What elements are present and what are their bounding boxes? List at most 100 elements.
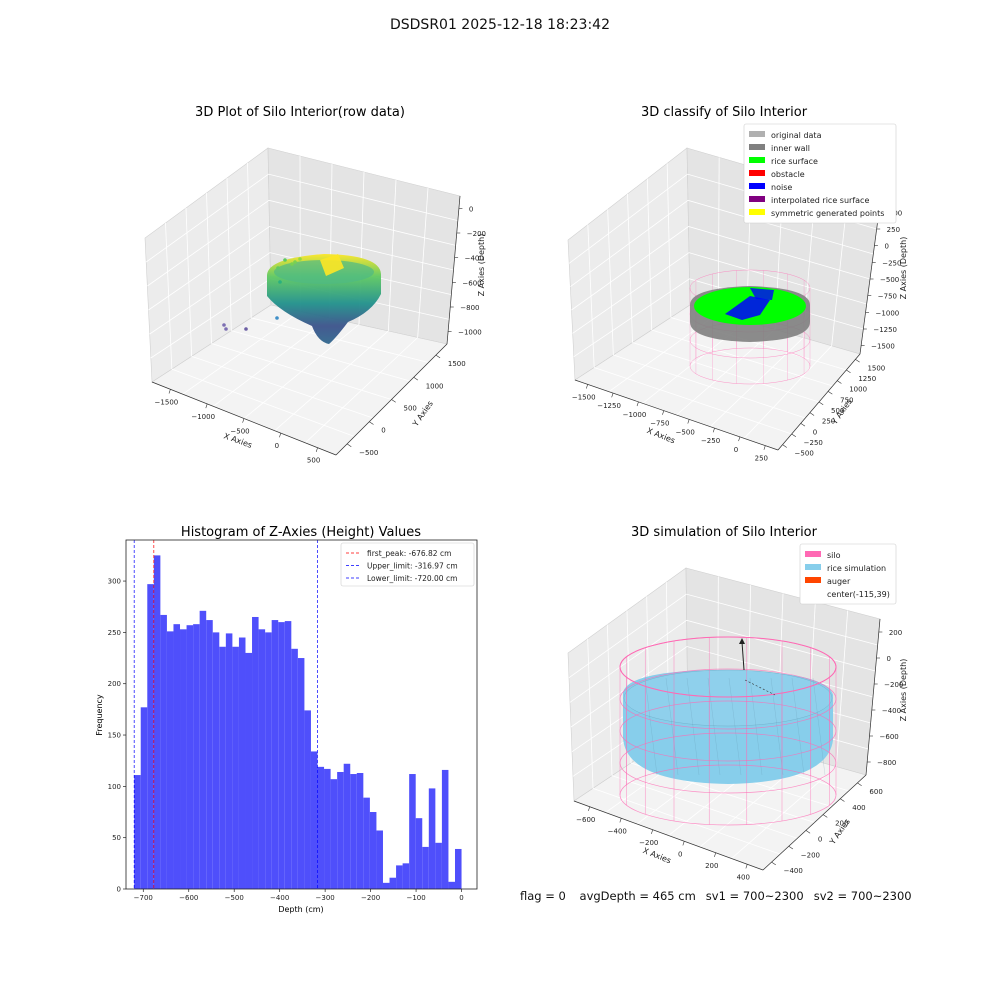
raw-point — [290, 262, 294, 266]
grid-line — [568, 593, 878, 678]
histogram-bar — [212, 632, 220, 889]
raw-3d-plot: 3D Plot of Silo Interior(row data) −1500… — [144, 105, 486, 465]
tick-label: 0 — [813, 428, 817, 436]
histogram-ylabel: Frequency — [95, 694, 104, 736]
classify-legend: original data inner wall rice surface obsta… — [743, 123, 897, 224]
y-tick-label: 250 — [108, 629, 121, 637]
tick-mark — [738, 436, 741, 442]
legend-swatch — [749, 183, 765, 189]
auger-marker — [741, 641, 745, 671]
histogram-bar — [324, 768, 331, 889]
tick-mark — [837, 380, 842, 384]
tick-label: −200 — [884, 681, 903, 689]
histogram-bar — [376, 830, 383, 889]
tick-label: −750 — [650, 420, 669, 428]
legend-label: Upper_limit: -316.97 cm — [367, 562, 458, 571]
tick-mark — [369, 421, 374, 425]
tick-mark — [242, 418, 245, 423]
histogram-bar — [343, 763, 351, 889]
legend-swatch — [749, 144, 765, 150]
histogram-bar — [356, 773, 364, 889]
mesh-line — [707, 677, 721, 776]
tick-label: −600 — [880, 733, 899, 741]
raw-point — [278, 280, 282, 284]
tick-mark — [822, 814, 828, 818]
tick-mark — [636, 401, 639, 407]
tick-mark — [827, 391, 833, 395]
histogram-bar — [186, 625, 194, 889]
tick-label: 500 — [404, 405, 417, 413]
x-tick-label: −400 — [270, 894, 289, 902]
histogram-title: Histogram of Z-Axies (Height) Values — [181, 525, 421, 540]
tick-mark — [809, 412, 815, 416]
tick-label: 200 — [705, 862, 718, 870]
grid-line — [569, 619, 876, 703]
x-tick-label: −700 — [134, 894, 153, 902]
raw-point — [275, 316, 279, 320]
tick-mark — [435, 354, 441, 359]
grid-line — [147, 199, 456, 287]
x-axis-label: X Axies — [646, 426, 677, 445]
z-axis-label: Z Axies (Depth) — [477, 234, 486, 297]
legend-label: obstacle — [771, 170, 805, 179]
y-tick-label: 100 — [108, 783, 121, 791]
tick-label: −800 — [460, 304, 479, 312]
x-tick-label: −600 — [179, 894, 198, 902]
tick-label: 0 — [678, 850, 682, 858]
histogram-bar — [265, 632, 272, 889]
tick-label: −1000 — [623, 411, 647, 419]
tick-label: −500 — [230, 428, 249, 436]
histogram-bar — [396, 865, 403, 889]
flag-text: flag = 0 — [520, 889, 566, 903]
tick-label: −250 — [804, 439, 823, 447]
tick-label: −750 — [878, 293, 897, 301]
histogram-bar — [245, 652, 253, 889]
tick-label: 1000 — [426, 382, 444, 390]
raw-plot-title: 3D Plot of Silo Interior(row data) — [195, 105, 405, 120]
histogram-bar — [232, 646, 239, 889]
tick-label: 0 — [275, 442, 279, 450]
tick-label: 1500 — [448, 360, 466, 368]
histogram-bar — [422, 846, 429, 889]
legend-label: auger — [827, 577, 851, 586]
histogram-bar — [271, 620, 279, 889]
histogram-bar — [278, 622, 285, 889]
tick-mark — [857, 782, 862, 786]
avg-depth-text: avgDepth = 465 cm — [579, 889, 696, 903]
histogram-bar — [435, 842, 442, 889]
tick-mark — [840, 798, 845, 802]
histogram-bar — [369, 812, 377, 889]
legend-frame — [743, 123, 897, 224]
legend-label: rice surface — [771, 157, 818, 166]
plot-frame — [125, 539, 478, 890]
y-tick-label: 50 — [112, 834, 121, 842]
tick-mark — [712, 428, 715, 433]
histogram-bar — [304, 710, 311, 889]
mesh-line — [749, 677, 763, 776]
histogram-bar — [252, 616, 259, 889]
tick-label: 1250 — [858, 375, 876, 383]
legend-frame — [340, 542, 475, 587]
legend-label: center(-115,39) — [827, 590, 890, 599]
tick-label: 0 — [734, 446, 738, 454]
histogram-xlabel: Depth (cm) — [278, 905, 323, 914]
raw-point — [276, 266, 280, 270]
tick-label: 250 — [755, 455, 768, 463]
surface-rim — [274, 260, 374, 284]
legend-swatch — [749, 209, 765, 215]
histogram-bar — [199, 610, 207, 889]
tick-label: 200 — [889, 629, 902, 637]
tick-label: −200 — [801, 851, 820, 859]
tick-mark — [662, 410, 665, 415]
tick-label: −1500 — [155, 398, 179, 406]
simulation-legend: silo rice simulation auger center(-115,39) — [799, 543, 897, 605]
histogram-legend: first_peak: -676.82 cm Upper_limit: -316.… — [340, 542, 475, 587]
tick-mark — [588, 806, 591, 812]
legend-swatch — [805, 577, 821, 583]
grid-line — [145, 173, 458, 263]
tick-mark — [788, 846, 794, 850]
histogram-bar — [363, 797, 370, 889]
tick-label: −1000 — [458, 329, 482, 337]
tick-mark — [391, 399, 396, 403]
tick-label: 500 — [831, 407, 844, 415]
